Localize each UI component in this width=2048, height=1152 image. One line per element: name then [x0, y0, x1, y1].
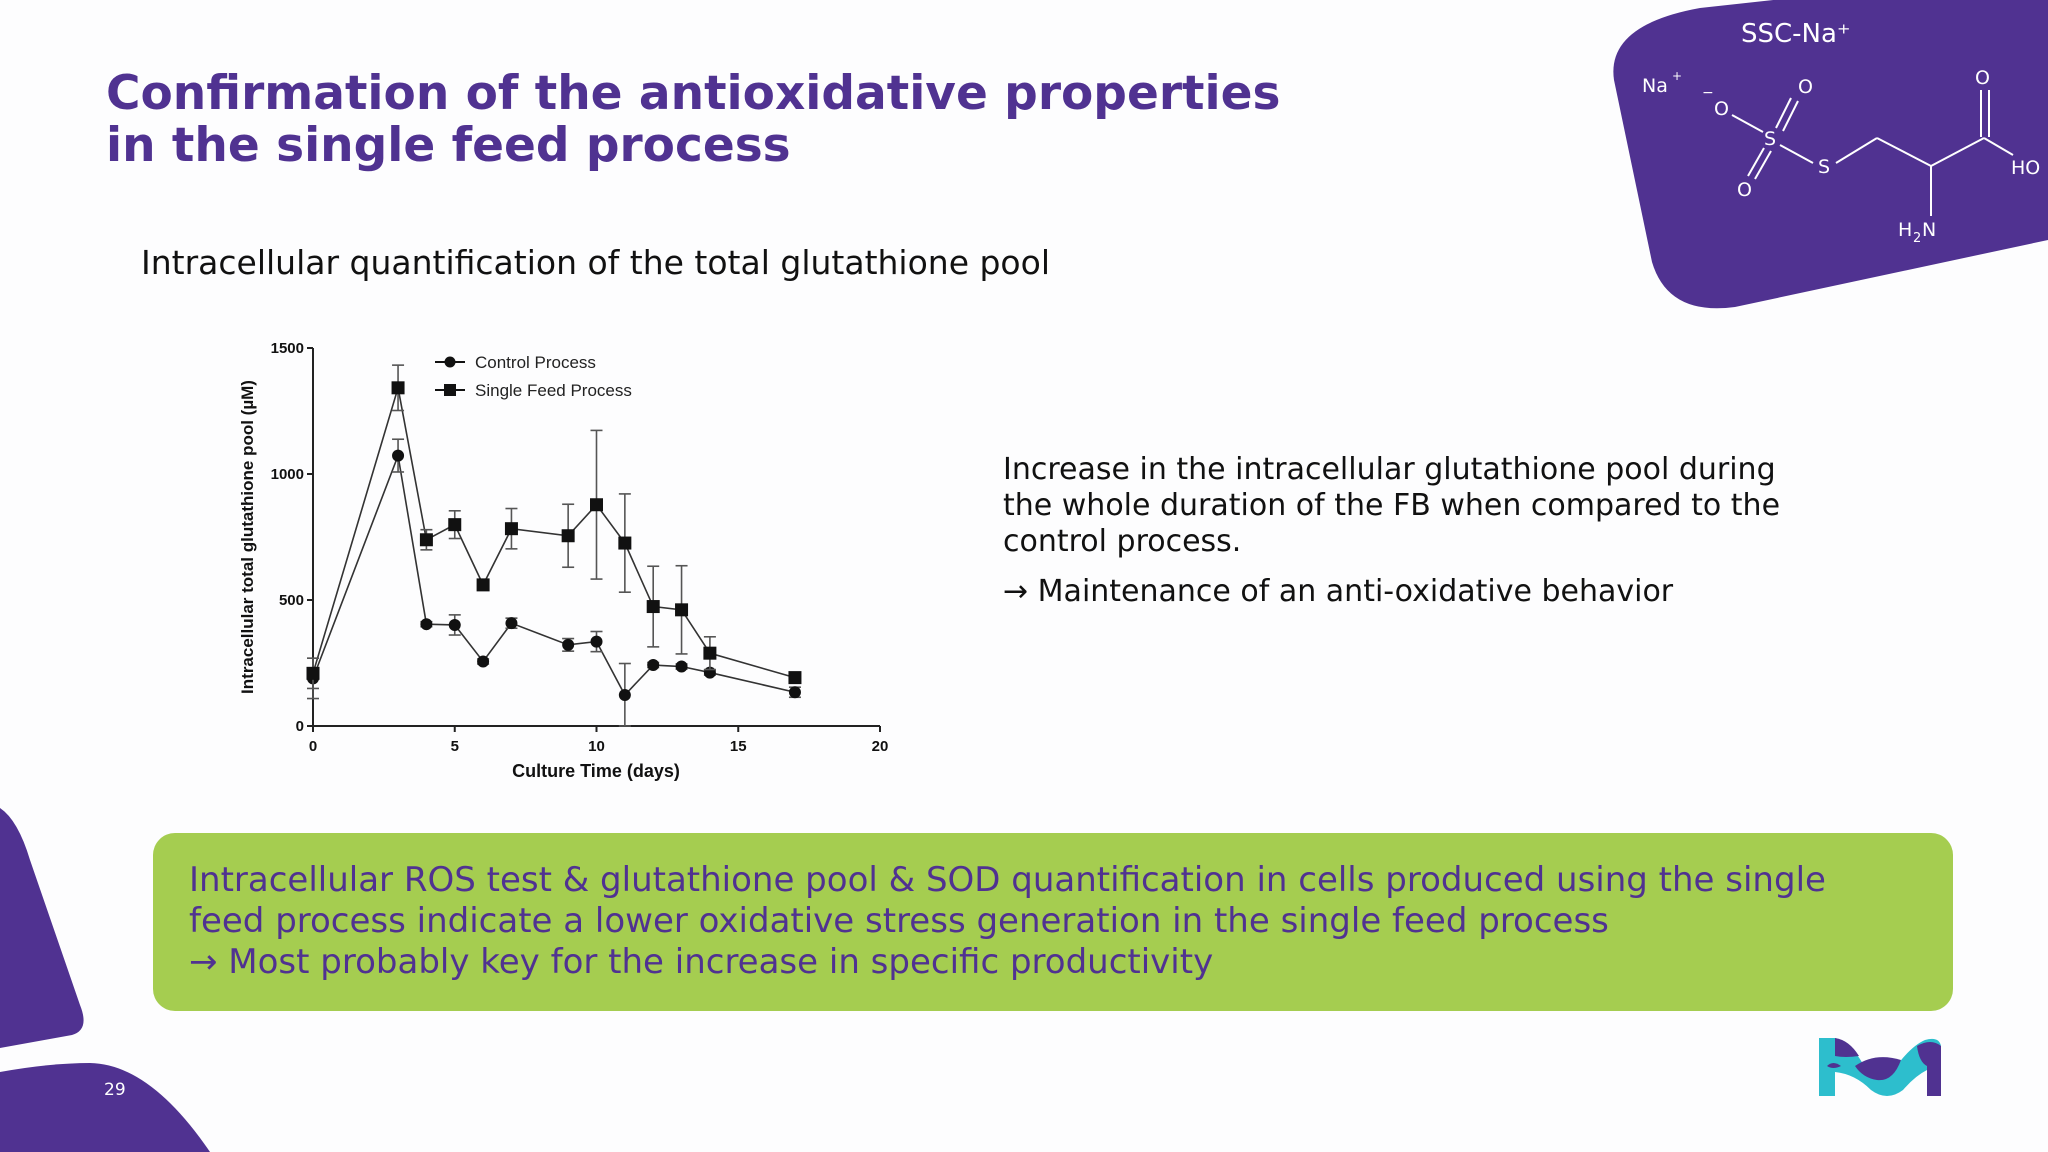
conclusion-callout-box: Intracellular ROS test & glutathione poo…: [153, 833, 1953, 1011]
data-point-circle: [420, 618, 433, 631]
left-purple-shape: [0, 808, 84, 1048]
callout-line-2: feed process indicate a lower oxidative …: [189, 901, 1609, 941]
atom-n: N: [1922, 219, 1936, 241]
callout-line-1: Intracellular ROS test & glutathione poo…: [189, 860, 1826, 900]
series-line: [312, 387, 796, 679]
chart-legend: Control Process Single Feed Process: [435, 353, 632, 400]
data-point-square: [504, 522, 518, 536]
atom-o-top: O: [1798, 76, 1813, 98]
atom-subscript-2: 2: [1913, 231, 1921, 246]
data-point-circle: [618, 689, 631, 702]
data-point-circle: [788, 686, 801, 699]
atom-o-bottom: O: [1737, 179, 1752, 201]
atom-s1: S: [1764, 128, 1776, 150]
data-point-square: [419, 533, 433, 547]
atom-h: H: [1898, 219, 1912, 241]
square-marker-icon: [444, 384, 456, 396]
data-point-circle: [675, 660, 688, 673]
legend-item-single-feed: Single Feed Process: [435, 381, 632, 400]
description-conclusion: → Maintenance of an anti-oxidative behav…: [1003, 574, 1674, 609]
data-point-square: [476, 578, 490, 592]
x-tick-label: 15: [730, 738, 747, 755]
molecule-bonds: [1731, 90, 2014, 216]
molecule-name: SSC-Na⁺: [1741, 19, 1851, 49]
series-control-process: [307, 438, 801, 727]
plus-charge: +: [1672, 69, 1682, 83]
data-point-square: [448, 518, 462, 532]
data-point-circle: [448, 618, 461, 631]
atom-s2: S: [1818, 156, 1830, 178]
bottom-left-purple-shape: [0, 1063, 210, 1152]
ssc-na-molecule-diagram: SSC-Na⁺ Na + − O S S O O O HO H 2 N: [1642, 19, 2040, 246]
y-tick-label: 0: [296, 718, 304, 735]
y-axis-label: Intracellular total glutathione pool (µM…: [238, 380, 257, 694]
series-single-feed-process: [306, 364, 802, 690]
y-tick-label: 1500: [271, 340, 304, 357]
company-logo-icon: [1819, 1038, 1941, 1096]
chart-description: Increase in the intracellular glutathion…: [1003, 452, 1823, 624]
chart-subtitle: Intracellular quantification of the tota…: [141, 243, 1050, 282]
data-point-square: [618, 536, 632, 550]
slide-title-line-2: in the single feed process: [106, 118, 791, 173]
legend-label-single-feed: Single Feed Process: [475, 381, 632, 400]
atom-o-acid: O: [1975, 67, 1990, 89]
data-point-circle: [477, 655, 490, 668]
minus-charge: −: [1702, 85, 1714, 101]
description-paragraph: Increase in the intracellular glutathion…: [1003, 452, 1781, 559]
data-point-circle: [392, 449, 405, 462]
x-axis-label: Culture Time (days): [512, 761, 680, 781]
top-right-purple-shape: [1613, 0, 2048, 309]
data-point-square: [788, 671, 802, 685]
legend-item-control: Control Process: [435, 353, 596, 372]
legend-label-control: Control Process: [475, 353, 596, 372]
data-point-square: [306, 666, 320, 680]
data-point-square: [561, 529, 575, 543]
callout-line-3: → Most probably key for the increase in …: [189, 942, 1214, 982]
counter-ion-label: Na: [1642, 75, 1668, 97]
series-line: [312, 452, 796, 697]
glutathione-line-chart: 0 5 10 15 20 0 500 1000 1500 Control Process Sin…: [238, 340, 889, 781]
x-tick-label: 0: [309, 738, 317, 755]
slide-title-line-1: Confirmation of the antioxidative proper…: [106, 66, 1281, 121]
data-point-circle: [562, 638, 575, 651]
data-point-circle: [590, 635, 603, 648]
atom-o-minus: O: [1714, 98, 1729, 120]
x-tick-label: 10: [588, 738, 605, 755]
data-point-circle: [647, 659, 660, 672]
x-tick-label: 5: [451, 738, 459, 755]
circle-marker-icon: [444, 356, 456, 368]
atom-ho: HO: [2011, 157, 2040, 179]
y-tick-label: 1000: [271, 466, 304, 483]
y-tick-label: 500: [279, 592, 304, 609]
slide-title: Confirmation of the antioxidative proper…: [106, 68, 1280, 172]
data-point-square: [391, 381, 405, 395]
chart-series: [306, 364, 802, 727]
data-point-square: [675, 603, 689, 617]
data-point-square: [590, 498, 603, 512]
page-number: 29: [104, 1080, 126, 1100]
data-point-square: [703, 646, 717, 660]
data-point-square: [646, 600, 660, 614]
data-point-circle: [505, 617, 518, 630]
x-tick-label: 20: [872, 738, 889, 755]
